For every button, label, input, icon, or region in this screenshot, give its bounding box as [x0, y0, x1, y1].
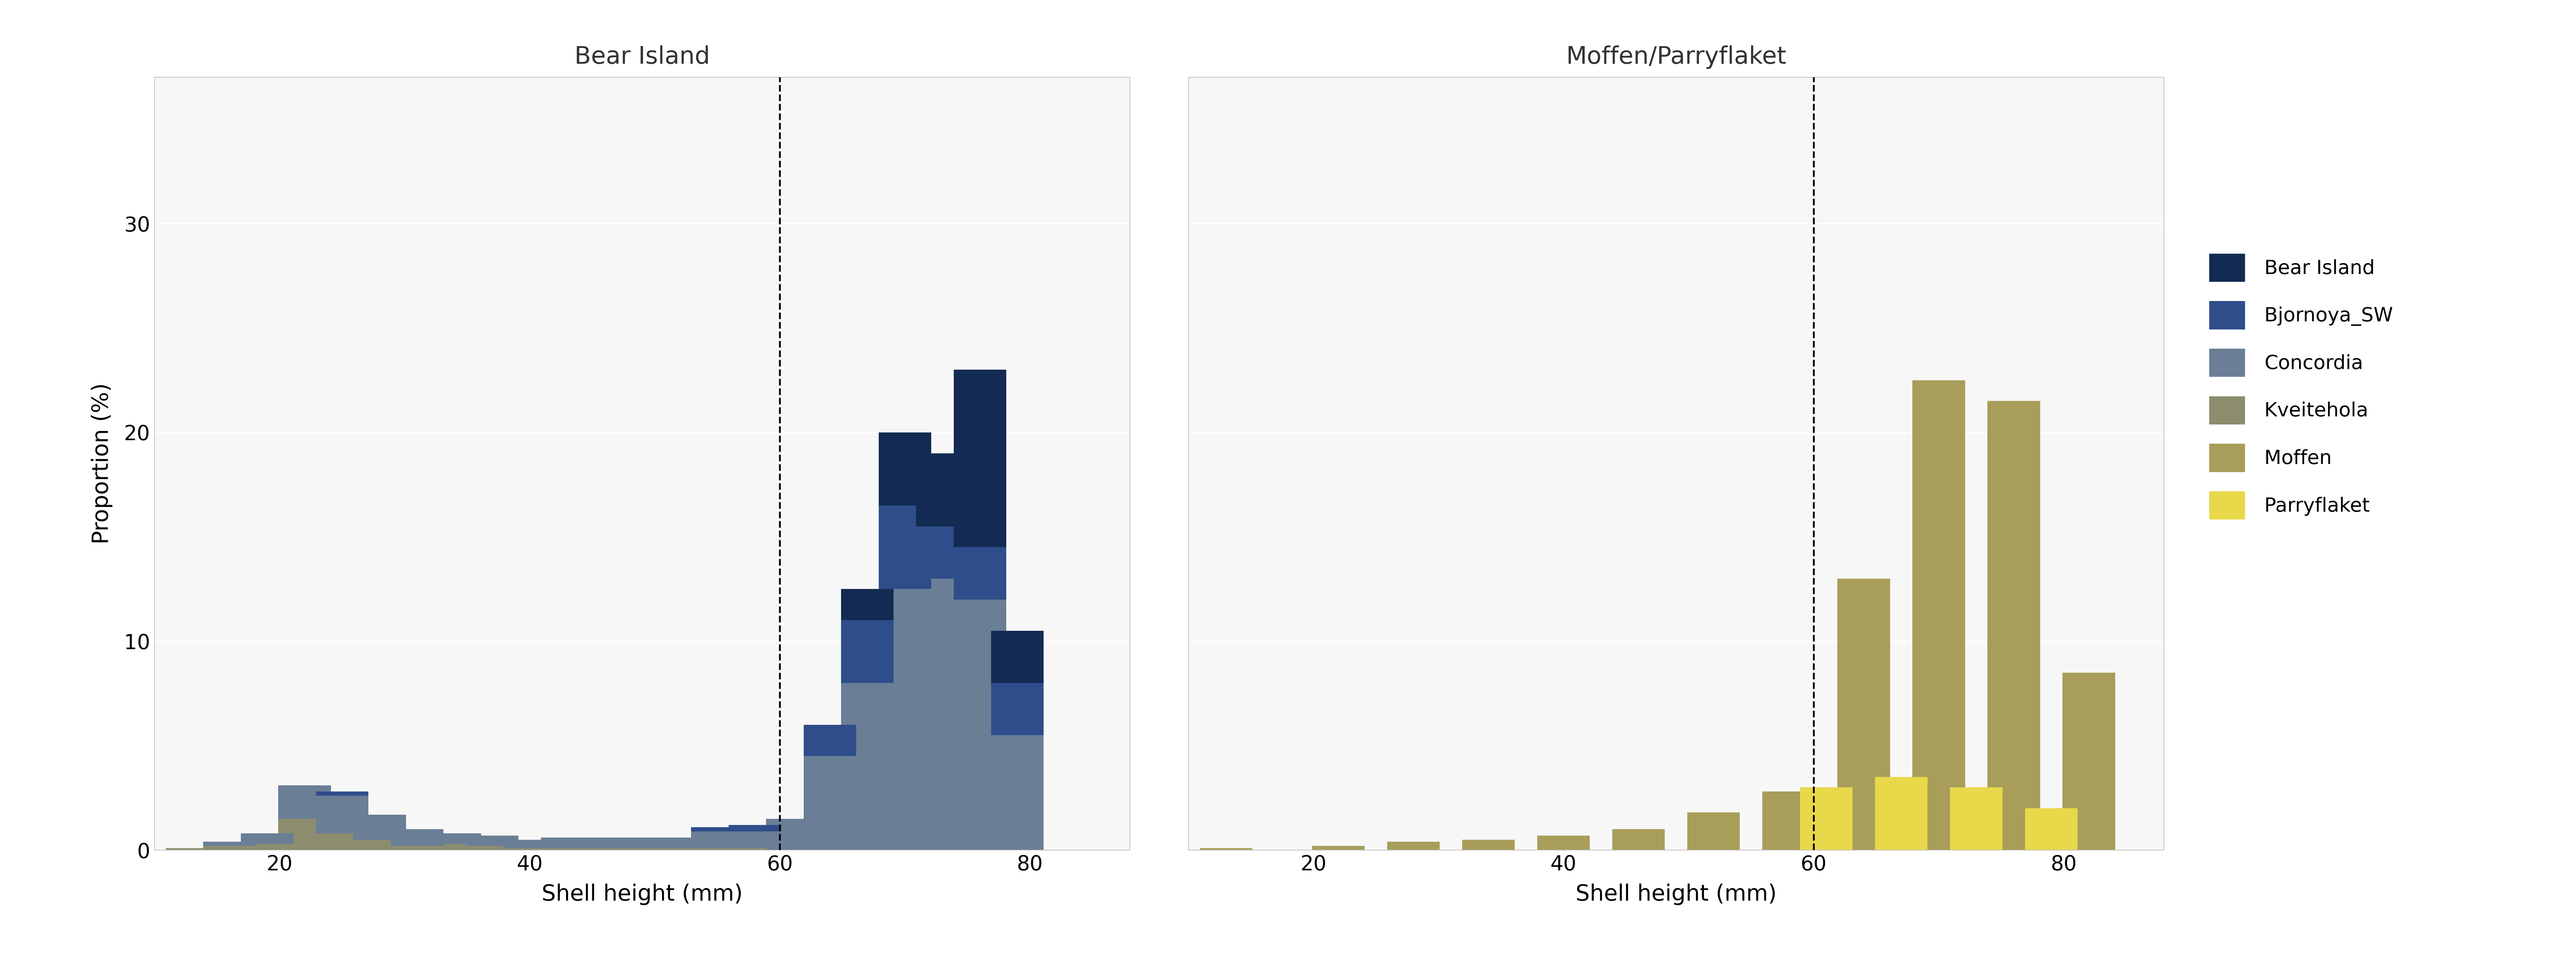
Bar: [204, 846, 255, 850]
Bar: [878, 505, 930, 589]
Bar: [729, 832, 781, 848]
Legend: Bear Island, Bjornoya_SW, Concordia, Kveitehola, Moffen, Parryflaket: Bear Island, Bjornoya_SW, Concordia, Kve…: [2200, 243, 2403, 529]
Bar: [953, 370, 1007, 547]
Bar: [204, 841, 255, 846]
Bar: [878, 589, 930, 850]
Bar: [278, 819, 330, 850]
Bar: [428, 844, 482, 850]
Bar: [616, 848, 670, 850]
Bar: [953, 547, 1007, 600]
Bar: [1463, 839, 1515, 850]
Bar: [654, 848, 706, 850]
Bar: [317, 834, 368, 850]
Bar: [466, 846, 518, 850]
Bar: [502, 839, 556, 848]
Bar: [917, 526, 969, 579]
Bar: [353, 814, 407, 839]
Title: Bear Island: Bear Island: [574, 45, 711, 69]
Bar: [690, 848, 744, 850]
Bar: [2025, 809, 2079, 850]
Bar: [1801, 787, 1852, 850]
Bar: [1613, 829, 1664, 850]
Y-axis label: Proportion (%): Proportion (%): [90, 384, 113, 544]
Bar: [541, 838, 592, 848]
Bar: [729, 825, 781, 832]
Bar: [278, 785, 330, 819]
Bar: [917, 579, 969, 850]
Bar: [317, 791, 368, 796]
Bar: [1875, 777, 1927, 850]
Bar: [1311, 846, 1365, 850]
Bar: [580, 838, 631, 848]
Bar: [729, 848, 781, 850]
Bar: [992, 735, 1043, 850]
Bar: [690, 827, 744, 832]
Bar: [1950, 787, 2002, 850]
Bar: [878, 433, 930, 505]
Bar: [428, 834, 482, 844]
Bar: [992, 631, 1043, 683]
Bar: [1687, 812, 1739, 850]
Bar: [317, 796, 368, 834]
Bar: [466, 836, 518, 846]
Bar: [165, 848, 219, 850]
Bar: [502, 848, 556, 850]
Bar: [392, 846, 443, 850]
Bar: [917, 453, 969, 526]
Bar: [1837, 579, 1891, 850]
Bar: [654, 838, 706, 848]
Bar: [842, 683, 894, 850]
Bar: [765, 819, 819, 850]
Title: Moffen/Parryflaket: Moffen/Parryflaket: [1566, 45, 1785, 69]
Bar: [842, 589, 894, 620]
Bar: [580, 848, 631, 850]
Bar: [842, 620, 894, 683]
X-axis label: Shell height (mm): Shell height (mm): [1577, 884, 1777, 905]
Bar: [1989, 401, 2040, 850]
Bar: [953, 600, 1007, 850]
Bar: [1762, 791, 1816, 850]
Bar: [2063, 672, 2115, 850]
Bar: [804, 756, 855, 850]
Bar: [353, 839, 407, 850]
Bar: [1538, 836, 1589, 850]
Bar: [392, 829, 443, 846]
Bar: [992, 683, 1043, 735]
Bar: [804, 724, 855, 756]
Bar: [1911, 381, 1965, 850]
Bar: [1388, 841, 1440, 850]
Bar: [690, 832, 744, 848]
Bar: [240, 844, 294, 850]
Bar: [616, 838, 670, 848]
Bar: [1200, 848, 1252, 850]
Bar: [541, 848, 592, 850]
X-axis label: Shell height (mm): Shell height (mm): [541, 884, 742, 905]
Bar: [240, 834, 294, 844]
